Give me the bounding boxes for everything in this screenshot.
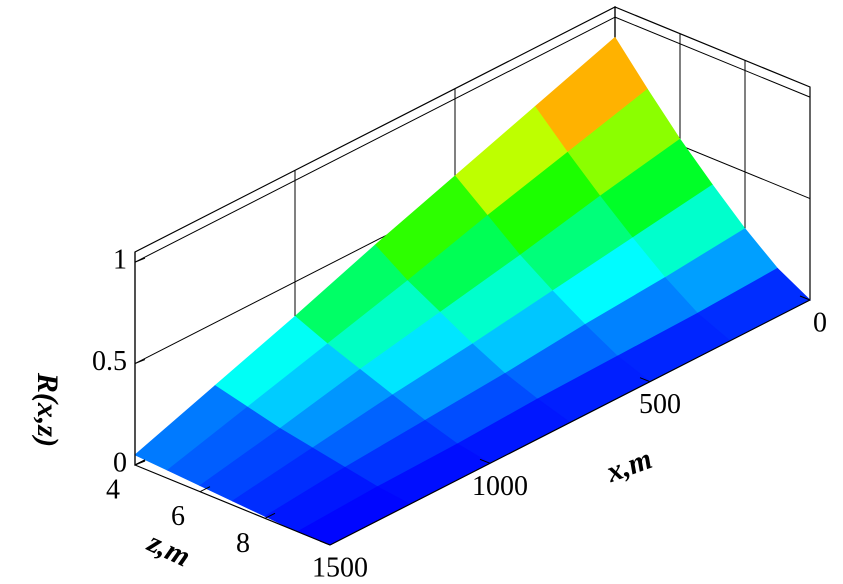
tick-mark: [639, 377, 651, 383]
x-axis: [329, 299, 811, 546]
r-tick-label: 0.5: [92, 346, 127, 377]
tick-mark: [479, 458, 491, 464]
surface: [134, 36, 811, 546]
x-tick-label: 0: [813, 307, 827, 338]
x-tick-label: 1500: [312, 552, 368, 583]
axes: 0 500 1000 1500 4 6 8 0 0.5 1: [92, 245, 827, 584]
z-tick-label: 6: [171, 501, 185, 532]
x-tick-label: 1000: [472, 471, 528, 502]
tick-mark: [799, 295, 811, 301]
tick-mark: [264, 512, 276, 519]
x-tick-label: 500: [639, 389, 681, 420]
grid-line: [614, 16, 811, 98]
tick-mark: [134, 359, 146, 365]
x-axis-title: x,m: [601, 442, 656, 489]
r-tick-label: 1: [113, 245, 127, 276]
tick-mark: [134, 257, 146, 263]
z-axis: [134, 464, 331, 546]
r-tick-label: 0: [113, 447, 127, 478]
tick-mark: [319, 540, 331, 546]
tick-mark: [199, 486, 211, 493]
z-tick-label: 8: [236, 528, 250, 559]
grid-line: [134, 16, 616, 263]
tick-mark: [134, 460, 146, 466]
z-axis-title: z,m: [142, 525, 195, 573]
r-axis-title: R(x,z): [31, 372, 64, 447]
z-tick-label: 4: [106, 474, 120, 505]
